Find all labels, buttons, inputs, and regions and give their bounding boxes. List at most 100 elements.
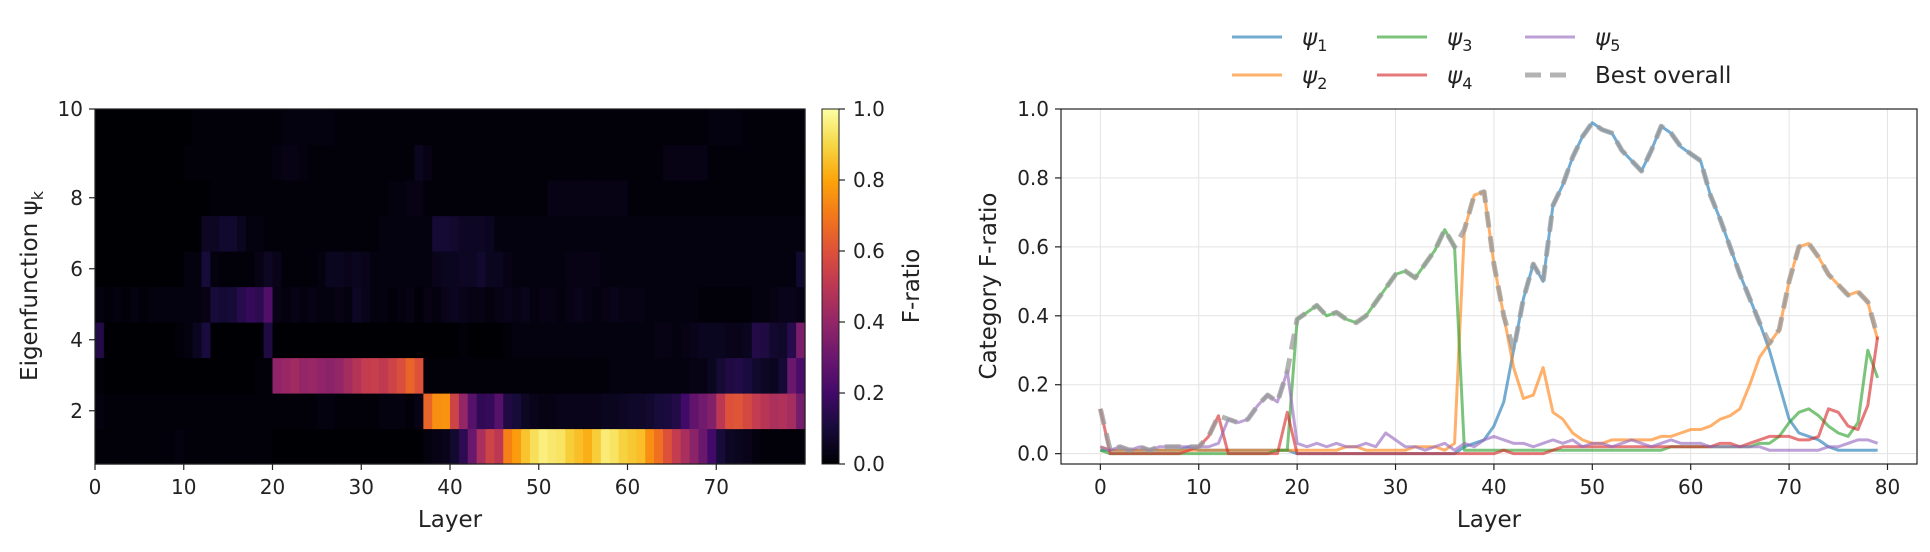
heatmap-cell [663, 428, 673, 465]
heatmap-cell [254, 357, 265, 394]
heatmap-cell [716, 109, 726, 146]
legend-item-psi4: ψ4 [1377, 63, 1472, 93]
heatmap-cell [725, 251, 735, 288]
legend-label: ψ5 [1595, 25, 1620, 55]
heatmap-cell [254, 180, 265, 217]
heatmap-cell [192, 428, 203, 465]
heatmap-cell [663, 180, 673, 217]
heatmap-cell [450, 428, 460, 465]
heatmap-cell [494, 286, 504, 323]
heatmap-cell [707, 428, 717, 465]
heatmap-cell [272, 180, 282, 217]
heatmap-cell [112, 251, 123, 288]
heatmap-cell [698, 322, 708, 359]
heatmap-cell [281, 109, 291, 146]
heatmap-cell [423, 251, 433, 288]
heatmap-cell [130, 428, 140, 465]
heatmap-cell [609, 286, 620, 323]
legend-label-sub: 3 [1462, 36, 1472, 55]
heatmap-cell [707, 357, 717, 394]
line-y-tick-label: 0.8 [1017, 166, 1049, 190]
heatmap-cell [299, 357, 309, 394]
heatmap-cell [432, 144, 442, 181]
heatmap-cell [751, 180, 762, 217]
heatmap-cell [680, 322, 691, 359]
heatmap-cell [547, 322, 558, 359]
heatmap-cell [370, 322, 380, 359]
heatmap-cell [636, 393, 646, 430]
heatmap-cell [254, 251, 265, 288]
heatmap-cell [370, 428, 380, 465]
heatmap-cell [148, 286, 158, 323]
heatmap-cell [139, 286, 149, 323]
heatmap-cell [600, 322, 611, 359]
heatmap-cell [707, 109, 717, 146]
heatmap-cell [157, 180, 167, 217]
legend-label-main: ψ [1302, 63, 1318, 89]
heatmap-cell [361, 251, 371, 288]
heatmap-cell [343, 251, 353, 288]
heatmap-x-tick-label: 60 [615, 475, 640, 499]
heatmap-cell [698, 109, 708, 146]
heatmap-cell [751, 251, 762, 288]
heatmap-cell [592, 428, 602, 465]
heatmap-cell [663, 393, 673, 430]
heatmap-cell [485, 393, 495, 430]
heatmap-cell [680, 144, 691, 181]
heatmap-cell [556, 215, 566, 252]
heatmap-cell [370, 357, 380, 394]
heatmap-cell [379, 144, 389, 181]
heatmap-cell [689, 393, 700, 430]
heatmap-cell [556, 286, 566, 323]
heatmap-cell [290, 286, 300, 323]
heatmap-cell [112, 144, 123, 181]
heatmap-cell [281, 286, 291, 323]
heatmap-cell [112, 215, 123, 252]
heatmap-cell [663, 357, 673, 394]
heatmap-cell [308, 180, 318, 217]
heatmap-cell [556, 393, 566, 430]
heatmap-cell [237, 180, 247, 217]
heatmap-cell [290, 109, 300, 146]
heatmap-cell [139, 322, 149, 359]
heatmap-cell [760, 144, 771, 181]
heatmap-cell [254, 428, 265, 465]
heatmap-y-tick-label: 10 [58, 97, 83, 121]
legend-item-psi1: ψ1 [1232, 25, 1327, 55]
heatmap-cell [716, 180, 726, 217]
heatmap-cell [148, 322, 158, 359]
heatmap-cell [103, 428, 114, 465]
heatmap-cell [112, 393, 123, 430]
heatmap-cell [503, 393, 513, 430]
heatmap-cell [387, 215, 398, 252]
heatmap-cell [556, 428, 566, 465]
heatmap-cell [334, 393, 345, 430]
heatmap-cell [441, 109, 451, 146]
heatmap-cell [237, 286, 247, 323]
heatmap-cell [183, 144, 194, 181]
heatmap-cell [538, 144, 549, 181]
heatmap-cell [210, 109, 220, 146]
heatmap-cell [352, 286, 362, 323]
heatmap-cell [538, 109, 549, 146]
heatmap-cell [299, 322, 309, 359]
heatmap-cell [538, 215, 549, 252]
heatmap-cell [760, 180, 771, 217]
heatmap-cell [512, 393, 522, 430]
heatmap-cell [237, 144, 247, 181]
heatmap-cell [325, 393, 336, 430]
line-y-tick-label: 0.0 [1017, 442, 1049, 466]
heatmap-cell [316, 215, 327, 252]
heatmap-cell [281, 144, 291, 181]
heatmap-cell [760, 286, 771, 323]
heatmap-cell [476, 109, 487, 146]
heatmap-cell [742, 393, 753, 430]
heatmap-cell [316, 428, 327, 465]
heatmap-cell [787, 357, 797, 394]
heatmap-cell [600, 251, 611, 288]
heatmap-cell [618, 322, 629, 359]
heatmap-cell [583, 180, 593, 217]
heatmap-cell [139, 109, 149, 146]
heatmap-cell [778, 144, 788, 181]
heatmap-cell [476, 251, 487, 288]
